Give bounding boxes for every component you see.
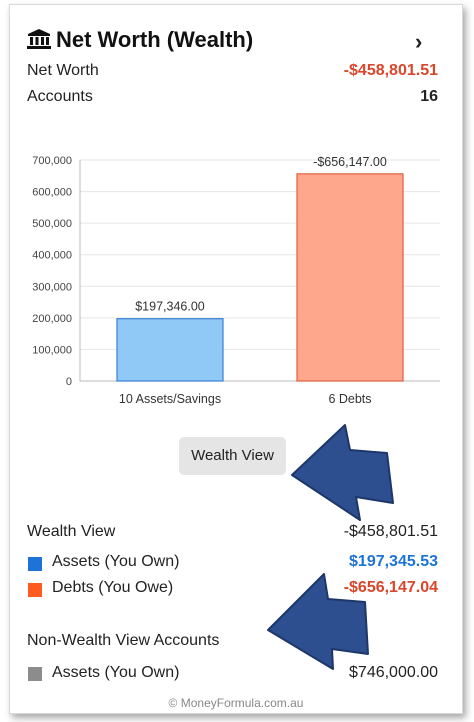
y-tick-label: 700,000 [32, 155, 72, 167]
x-tick-label: 6 Debts [328, 392, 371, 406]
y-tick-label: 500,000 [32, 218, 72, 230]
net-worth-label: Net Worth [27, 62, 99, 79]
y-tick-label: 100,000 [32, 344, 72, 356]
assets-legend-swatch [28, 557, 42, 571]
y-tick-label: 200,000 [32, 313, 72, 325]
wealth-view-label: Wealth View [27, 523, 116, 540]
y-tick-label: 400,000 [32, 250, 72, 262]
wealth-view-value: -$458,801.51 [343, 523, 438, 540]
y-tick-label: 300,000 [32, 281, 72, 293]
bar [116, 318, 224, 382]
footer-copyright: © MoneyFormula.com.au [168, 696, 304, 710]
wealth-view-button[interactable]: Wealth View [179, 437, 286, 475]
y-tick-label: 0 [66, 376, 72, 388]
pointer-arrow-icon [267, 573, 369, 670]
accounts-count: 16 [420, 88, 438, 105]
non-wealth-assets-swatch [28, 667, 42, 681]
y-tick-label: 600,000 [32, 187, 72, 199]
accounts-label: Accounts [27, 88, 93, 105]
bar [296, 173, 404, 382]
x-tick-label: 10 Assets/Savings [119, 392, 221, 406]
debts-label: Debts (You Owe) [52, 579, 174, 596]
bar-data-label: -$656,147.00 [313, 155, 387, 169]
assets-value: $197,345.53 [349, 553, 438, 570]
net-worth-value: -$458,801.51 [343, 62, 438, 79]
non-wealth-assets-label: Assets (You Own) [52, 664, 180, 681]
pointer-arrow-icon [291, 424, 394, 521]
bar-data-label: $197,346.00 [135, 300, 205, 314]
bank-icon [27, 29, 51, 49]
non-wealth-assets-value: $746,000.00 [349, 664, 438, 681]
bar-chart: 0 100,000 200,000 300,000 400,000 500,000 600,… [32, 155, 440, 406]
non-wealth-label: Non-Wealth View Accounts [27, 632, 220, 649]
debts-legend-swatch [28, 583, 42, 597]
net-worth-card: Net Worth (Wealth) › Net Worth -$458,801… [9, 4, 463, 714]
card-title: Net Worth (Wealth) [56, 27, 254, 52]
debts-value: -$656,147.04 [343, 579, 438, 596]
assets-label: Assets (You Own) [52, 553, 180, 570]
chevron-right-icon[interactable]: › [415, 29, 423, 54]
